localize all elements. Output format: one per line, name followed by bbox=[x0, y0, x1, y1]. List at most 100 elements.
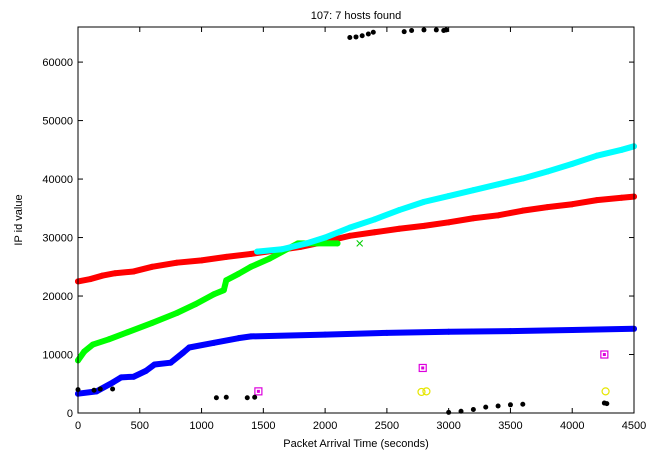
data-point bbox=[446, 409, 452, 415]
y-tick-label: 60000 bbox=[42, 57, 73, 69]
data-point bbox=[110, 386, 116, 392]
data-point bbox=[247, 250, 254, 257]
data-point bbox=[118, 374, 125, 381]
data-point bbox=[186, 344, 193, 351]
data-point bbox=[356, 240, 364, 247]
data-point bbox=[495, 212, 502, 219]
data-point bbox=[130, 373, 137, 380]
series-line bbox=[75, 193, 637, 285]
data-point bbox=[266, 255, 273, 262]
data-point bbox=[278, 246, 285, 253]
data-point bbox=[600, 350, 609, 359]
data-point-inner bbox=[421, 366, 425, 370]
data-point bbox=[89, 341, 96, 348]
data-point bbox=[396, 207, 403, 214]
data-point bbox=[418, 363, 427, 373]
data-point bbox=[495, 403, 501, 409]
plot-frame bbox=[77, 26, 635, 414]
data-point bbox=[569, 326, 576, 333]
data-point bbox=[303, 240, 310, 247]
data-point bbox=[458, 408, 464, 414]
data-point bbox=[235, 335, 242, 342]
data-point bbox=[247, 333, 254, 340]
data-point bbox=[97, 386, 103, 392]
y-tick-label: 40000 bbox=[42, 174, 73, 186]
data-point bbox=[604, 401, 610, 407]
data-point-inner bbox=[602, 353, 606, 357]
data-point bbox=[383, 329, 390, 336]
data-point-inner bbox=[256, 389, 260, 393]
data-point bbox=[223, 394, 229, 400]
data-point bbox=[420, 222, 427, 229]
y-tick-label: 10000 bbox=[42, 350, 73, 362]
data-point bbox=[470, 406, 476, 412]
y-tick-label: 0 bbox=[67, 408, 73, 420]
data-point bbox=[220, 287, 227, 294]
data-point bbox=[210, 291, 217, 298]
data-point bbox=[210, 339, 217, 346]
data-point bbox=[105, 336, 112, 343]
data-point bbox=[401, 29, 407, 35]
series-5 bbox=[254, 350, 609, 396]
series-2 bbox=[75, 325, 637, 397]
data-point bbox=[81, 348, 88, 355]
data-point bbox=[544, 168, 551, 175]
x-tick-label: 1500 bbox=[251, 420, 275, 432]
data-point bbox=[109, 379, 116, 386]
series-3 bbox=[254, 143, 637, 255]
x-tick-label: 4500 bbox=[622, 420, 646, 432]
data-point bbox=[618, 194, 625, 201]
data-point bbox=[353, 34, 359, 40]
data-point bbox=[151, 361, 158, 368]
data-point bbox=[569, 160, 576, 167]
data-point bbox=[87, 276, 94, 283]
x-tick-label: 2000 bbox=[313, 420, 337, 432]
series-0 bbox=[75, 193, 637, 285]
data-point bbox=[409, 28, 415, 34]
x-tick-label: 1000 bbox=[189, 420, 213, 432]
data-point bbox=[192, 301, 199, 308]
data-point bbox=[443, 27, 449, 33]
data-point bbox=[213, 395, 219, 401]
data-point bbox=[130, 268, 137, 275]
data-point bbox=[322, 234, 329, 241]
data-point bbox=[365, 31, 371, 37]
series-6 bbox=[417, 387, 610, 397]
data-point bbox=[254, 387, 263, 396]
data-point bbox=[235, 270, 242, 277]
data-point bbox=[149, 263, 156, 270]
data-point bbox=[601, 387, 610, 396]
data-point bbox=[223, 253, 230, 260]
x-axis-title: Packet Arrival Time (seconds) bbox=[283, 438, 429, 450]
data-point bbox=[593, 152, 600, 159]
data-point bbox=[322, 331, 329, 338]
series-1 bbox=[75, 240, 341, 364]
data-point bbox=[507, 328, 514, 335]
data-point bbox=[99, 272, 106, 279]
data-point bbox=[618, 146, 625, 153]
data-point bbox=[142, 367, 149, 374]
data-point bbox=[359, 33, 365, 39]
data-point bbox=[149, 319, 156, 326]
data-point bbox=[247, 263, 254, 270]
data-point bbox=[370, 29, 376, 35]
data-point bbox=[244, 395, 250, 401]
data-point bbox=[470, 215, 477, 222]
x-tick-label: 4000 bbox=[560, 420, 584, 432]
y-tick-label: 20000 bbox=[42, 291, 73, 303]
data-point bbox=[445, 219, 452, 226]
data-point bbox=[223, 277, 230, 284]
data-point bbox=[347, 35, 353, 41]
data-point bbox=[420, 198, 427, 205]
x-tick-label: 3500 bbox=[498, 420, 522, 432]
data-point bbox=[445, 193, 452, 200]
data-point bbox=[124, 329, 131, 336]
data-point bbox=[417, 387, 426, 397]
data-point bbox=[167, 359, 174, 366]
data-point bbox=[421, 27, 427, 33]
series-7 bbox=[75, 27, 610, 415]
data-point bbox=[254, 248, 261, 255]
x-axis-ticks: 0 500 1000 1500 2000 2500 3000 3500 4000 4500 bbox=[75, 27, 646, 432]
data-point bbox=[173, 259, 180, 266]
